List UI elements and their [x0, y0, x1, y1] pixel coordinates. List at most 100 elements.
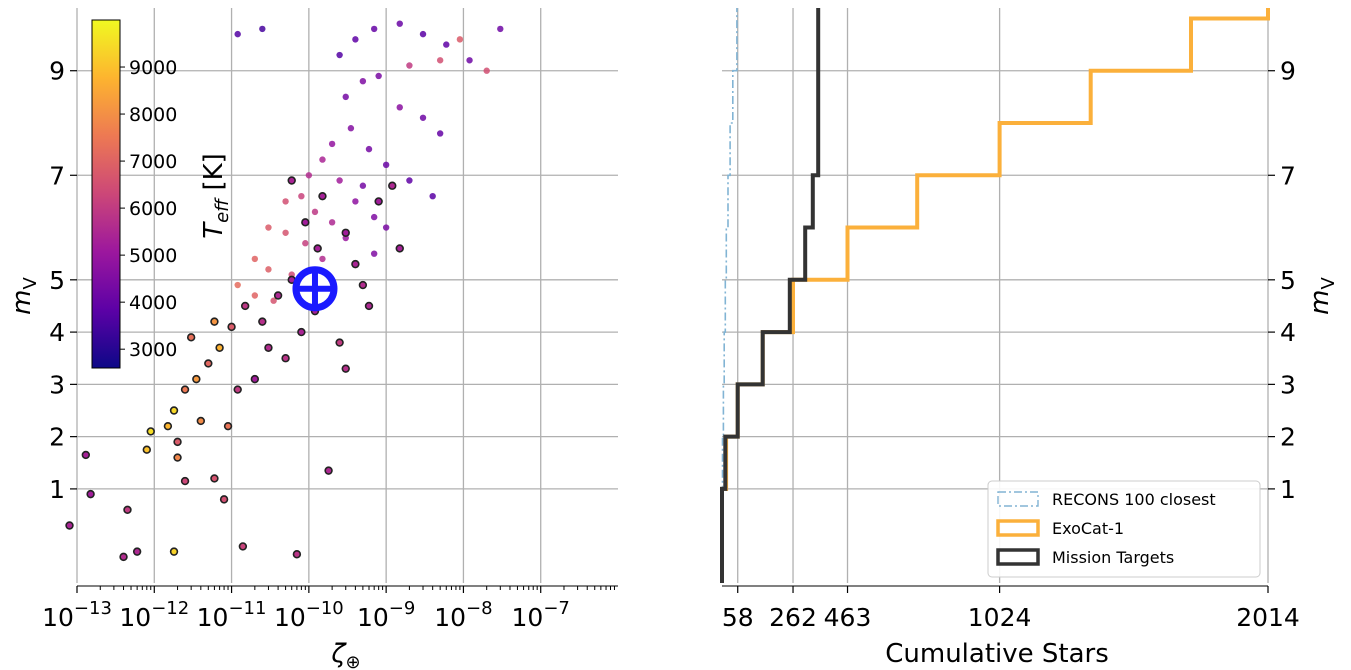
colorbar-tick-label: 3000: [129, 339, 177, 361]
target-point: [395, 244, 404, 253]
target-point: [123, 505, 132, 515]
right-y-tick-label: 9: [1280, 57, 1296, 86]
scatter-point: [359, 182, 367, 189]
scatter-point: [336, 51, 343, 59]
target-point: [341, 228, 350, 237]
left-x-axis-label: ζ⊕: [330, 639, 360, 670]
scatter-point: [298, 192, 305, 200]
target-point: [180, 385, 190, 394]
legend-label: RECONS 100 closest: [1052, 490, 1216, 509]
left-x-axis-label-sub: ⊕: [346, 652, 361, 670]
left-axes: 10−13 10−12 10−11 10−10 10−9 10−8 10−7 1 2 3 4 5 7 9: [42, 57, 618, 632]
left-x-tick-label: 10−9: [357, 598, 415, 632]
colorbar-tick-label: 6000: [129, 198, 177, 220]
scatter-point: [282, 198, 289, 205]
scatter-point: [456, 36, 464, 43]
target-point: [192, 374, 201, 384]
scatter-point: [311, 208, 319, 216]
left-y-tick-label: 7: [49, 161, 65, 190]
scatter-point: [234, 281, 241, 289]
target-point: [287, 176, 296, 185]
colorbar-tick-label: 8000: [129, 104, 177, 126]
scatter-point: [259, 25, 266, 33]
target-point: [227, 322, 236, 332]
scatter-point: [396, 104, 403, 111]
series-mission-targets: [720, 8, 821, 583]
left-y-tick-label: 2: [49, 423, 65, 452]
right-y-tick-label: 1: [1280, 475, 1296, 504]
scatter-point: [319, 255, 326, 263]
scatter-point: [251, 255, 259, 263]
scatter-point: [328, 219, 336, 226]
target-point: [169, 547, 179, 556]
target-point: [292, 550, 302, 559]
target-point: [388, 181, 397, 190]
scatter-point: [265, 266, 272, 273]
target-point: [374, 197, 383, 206]
target-point: [351, 259, 360, 269]
scatter-point: [370, 250, 378, 257]
target-point: [215, 343, 224, 352]
left-y-tick-label: 4: [49, 318, 65, 347]
target-point: [324, 466, 333, 475]
left-x-tick-label: 10−13: [42, 598, 112, 632]
target-point: [142, 445, 151, 454]
target-point: [173, 453, 182, 462]
right-x-tick-label: 463: [824, 603, 872, 632]
series-recons-100-closest: [721, 8, 738, 542]
scatter-point: [466, 57, 473, 64]
scatter-point: [436, 130, 444, 137]
left-grid: [76, 8, 618, 583]
scatter-point: [406, 177, 413, 184]
scatter-point: [483, 67, 490, 74]
target-point: [264, 343, 273, 352]
right-y-tick-label: 7: [1280, 161, 1296, 190]
left-x-tick-label: 10−11: [197, 598, 267, 632]
target-point: [186, 333, 196, 342]
right-x-tick-label: 58: [722, 603, 754, 632]
scatter-point: [328, 140, 336, 148]
scatter-point: [302, 240, 309, 247]
target-point: [223, 421, 233, 431]
legend: RECONS 100 closest ExoCat-1 Mission Target…: [987, 480, 1261, 578]
target-point: [65, 521, 74, 530]
right-y-tick-label: 3: [1280, 370, 1296, 399]
target-point: [233, 385, 242, 394]
target-point: [281, 354, 290, 363]
scatter-point: [305, 172, 313, 179]
target-point: [169, 406, 179, 415]
colorbar-bar: [91, 19, 121, 369]
scatter-point: [251, 292, 259, 299]
scatter-point: [234, 30, 241, 38]
left-x-tick-label: 10−12: [119, 598, 189, 632]
target-point: [146, 427, 155, 436]
legend-label: Mission Targets: [1052, 548, 1174, 567]
colorbar-tick-label: 4000: [129, 292, 177, 314]
scatter-point: [497, 25, 504, 33]
target-point: [196, 416, 206, 426]
left-x-tick-label: 10−7: [512, 598, 570, 632]
scatter-point: [319, 156, 326, 163]
scatter-point: [370, 25, 378, 33]
scatter-point: [406, 62, 413, 69]
target-point: [301, 218, 310, 227]
scatter-point: [443, 41, 450, 48]
left-x-tick-label: 10−10: [274, 598, 344, 632]
colorbar-tick-label: 9000: [129, 57, 177, 79]
colorbar-label: Teff [K]: [199, 153, 233, 239]
left-y-tick-label: 9: [49, 57, 65, 86]
left-y-tick-label: 3: [49, 370, 65, 399]
right-y-tick-label: 5: [1280, 266, 1296, 295]
right-x-axis-label: Cumulative Stars: [885, 639, 1109, 669]
right-y-tick-label: 2: [1280, 423, 1296, 452]
scatter-point: [352, 198, 359, 205]
legend-box: [987, 480, 1261, 578]
right-axes: 58 262 463 1024 2014 1 2 3 4 5 7 9: [722, 57, 1300, 632]
scatter-point: [342, 93, 349, 101]
right-step-lines: [720, 8, 1270, 583]
target-point: [173, 437, 182, 447]
scatter-point: [419, 114, 427, 121]
scatter-point: [419, 30, 427, 38]
left-x-axis-label-main: ζ: [330, 639, 347, 669]
target-point: [119, 552, 128, 562]
